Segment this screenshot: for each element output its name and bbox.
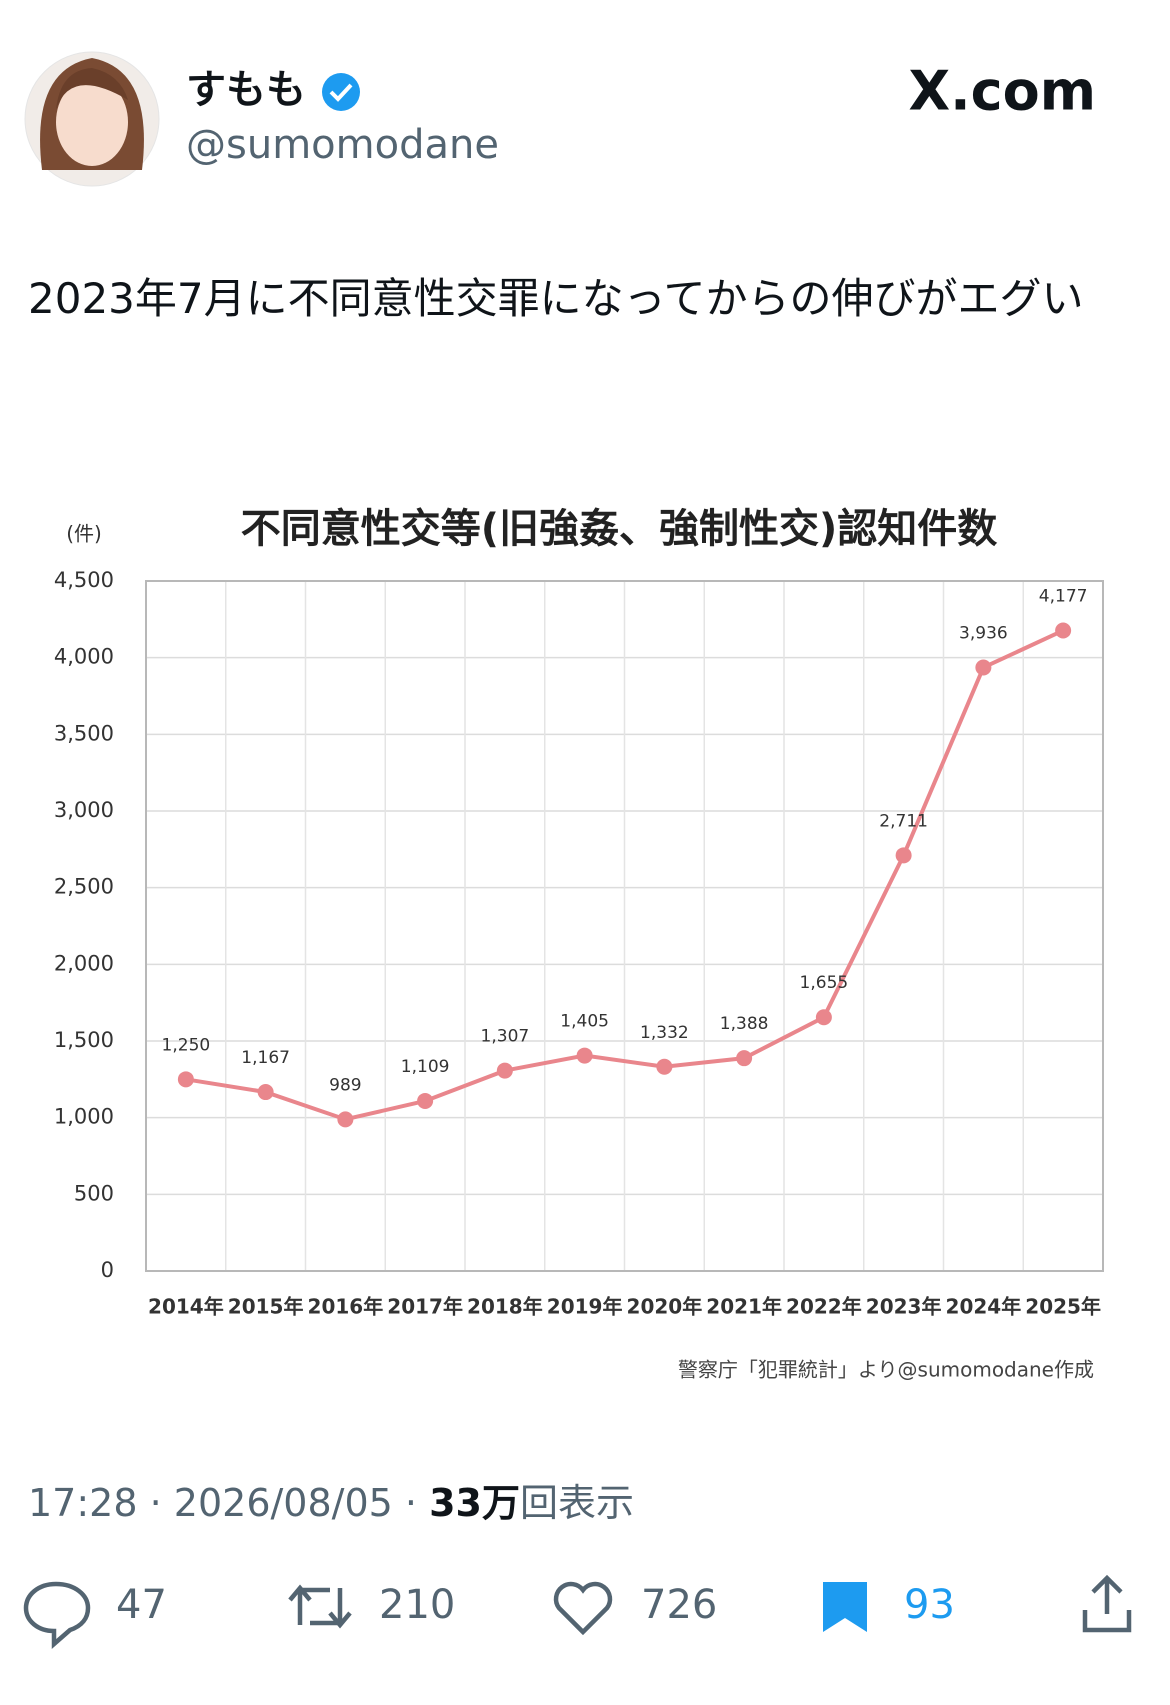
point xyxy=(736,1050,753,1067)
x-tick-label: 2018年 xyxy=(467,1295,543,1319)
point xyxy=(895,847,912,864)
plot-frame xyxy=(145,580,1104,1272)
value-label: 1,109 xyxy=(401,1057,450,1077)
separator: · xyxy=(150,1481,162,1525)
y-tick-label: 2,000 xyxy=(54,951,114,975)
y-tick-label: 4,000 xyxy=(54,645,114,669)
bookmark-count: 93 xyxy=(904,1582,955,1628)
y-tick-label: 1,000 xyxy=(54,1105,114,1129)
x-tick-label: 2023年 xyxy=(866,1295,942,1319)
separator: · xyxy=(405,1481,417,1525)
y-tick-label: 0 xyxy=(101,1258,114,1282)
value-label: 1,250 xyxy=(162,1035,211,1055)
value-label: 4,177 xyxy=(1039,587,1088,607)
avatar[interactable] xyxy=(24,51,160,187)
timestamp: 17:28 · 2026/08/05 · 33万回表示 xyxy=(28,1481,634,1525)
verified-badge xyxy=(322,73,360,111)
y-tick-label: 3,500 xyxy=(54,721,114,745)
point xyxy=(496,1062,513,1079)
source-note: 警察庁「犯罪統計」より@sumomodane作成 xyxy=(678,1358,1094,1382)
point xyxy=(815,1009,832,1026)
value-label: 1,307 xyxy=(481,1027,530,1047)
tweet-text: 2023年7月に不同意性交罪になってからの伸びがエグい xyxy=(28,274,1084,323)
point xyxy=(1055,622,1072,639)
reply-count: 47 xyxy=(116,1582,167,1628)
chart-title: 不同意性交等(旧強姦、強制性交)認知件数 xyxy=(241,506,998,552)
y-tick-label: 2,500 xyxy=(54,875,114,899)
date[interactable]: 2026/08/05 xyxy=(174,1481,393,1525)
x-tick-label: 2024年 xyxy=(946,1295,1022,1319)
retweet-button[interactable]: 210 xyxy=(288,1582,455,1629)
display-name[interactable]: すもも xyxy=(186,67,306,113)
x-tick-label: 2020年 xyxy=(627,1295,703,1319)
y-tick-label: 1,500 xyxy=(54,1028,114,1052)
x-tick-label: 2022年 xyxy=(786,1295,862,1319)
value-label: 1,167 xyxy=(241,1048,290,1068)
value-label: 2,711 xyxy=(879,811,928,831)
point xyxy=(417,1092,434,1109)
time[interactable]: 17:28 xyxy=(28,1481,138,1525)
view-count: 33万 xyxy=(429,1481,520,1525)
value-label: 3,936 xyxy=(959,623,1008,643)
y-unit: (件) xyxy=(66,522,102,546)
value-label: 1,405 xyxy=(560,1012,609,1032)
x-tick-label: 2025年 xyxy=(1025,1295,1101,1319)
x-tick-label: 2021年 xyxy=(706,1295,782,1319)
point xyxy=(177,1071,194,1088)
x-tick-label: 2017年 xyxy=(387,1295,463,1319)
like-count: 726 xyxy=(641,1582,717,1628)
handle[interactable]: @sumomodane xyxy=(186,122,499,168)
y-tick-label: 3,000 xyxy=(54,798,114,822)
share-button[interactable] xyxy=(1082,1574,1132,1633)
y-tick-label: 4,500 xyxy=(54,568,114,592)
y-tick-label: 500 xyxy=(74,1181,114,1205)
point xyxy=(656,1058,673,1075)
point xyxy=(576,1047,593,1064)
value-label: 1,655 xyxy=(800,973,849,993)
value-label: 1,332 xyxy=(640,1023,689,1043)
point xyxy=(975,659,992,676)
like-button[interactable]: 726 xyxy=(553,1581,717,1636)
x-tick-label: 2014年 xyxy=(148,1295,224,1319)
value-label: 1,388 xyxy=(720,1014,769,1034)
reply-button[interactable]: 47 xyxy=(23,1581,167,1649)
x-tick-label: 2019年 xyxy=(547,1295,623,1319)
point xyxy=(337,1111,354,1128)
line xyxy=(185,628,1064,1122)
point xyxy=(257,1084,274,1101)
retweet-count: 210 xyxy=(379,1582,455,1628)
chart: 不同意性交等(旧強姦、強制性交)認知件数 (件) 0 500 1,000 1,500 2,0… xyxy=(54,506,1104,1382)
x-tick-label: 2015年 xyxy=(228,1295,304,1319)
bookmark-button[interactable]: 93 xyxy=(823,1582,955,1632)
brand: X.com xyxy=(908,60,1096,123)
value-label: 989 xyxy=(329,1075,361,1095)
x-tick-label: 2016年 xyxy=(308,1295,384,1319)
view-label: 回表示 xyxy=(520,1481,634,1525)
